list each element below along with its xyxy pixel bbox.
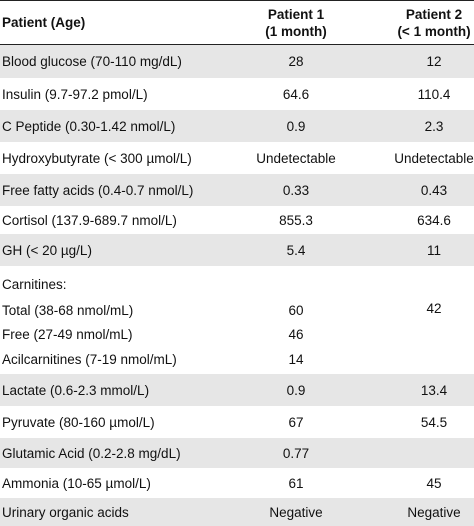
carnitines-free-label: Free (27-49 nmol/mL)	[2, 326, 133, 342]
table-row: C Peptide (0.30-1.42 nmol/L) 0.9 2.3	[0, 110, 474, 142]
table-row: Free fatty acids (0.4-0.7 nmol/L) 0.33 0…	[0, 174, 474, 206]
patient-1-value: 5.4	[286, 242, 306, 258]
header-patient-2: Patient 2 (< 1 month)	[372, 1, 474, 44]
row-label: Insulin (9.7-97.2 pmol/L)	[2, 86, 148, 102]
row-label: Urinary organic acids	[2, 504, 129, 520]
row-label: Free fatty acids (0.4-0.7 nmol/L)	[2, 182, 194, 198]
patient-1-value: 0.77	[282, 445, 310, 461]
patient-2-value: 0.43	[420, 182, 448, 198]
patient-2-value: 11	[426, 242, 441, 258]
patient-2-value: 634.6	[417, 212, 451, 228]
patient-2-value: 54.5	[420, 414, 448, 430]
row-label: Glutamic Acid (0.2-2.8 mg/dL)	[2, 445, 181, 461]
table-row: Urinary organic acids Negative Negative	[0, 498, 474, 526]
patient-1-value: 855.3	[279, 212, 313, 228]
header-patient-1-line1: Patient 1	[267, 6, 325, 22]
table-row: Lactate (0.6-2.3 mmol/L) 0.9 13.4	[0, 374, 474, 406]
table-row: Cortisol (137.9-689.7 nmol/L) 855.3 634.…	[0, 206, 474, 234]
patient-1-value: 28	[288, 54, 304, 69]
row-label: Cortisol (137.9-689.7 nmol/L)	[2, 212, 177, 228]
table-row: Hydroxybutyrate (< 300 µmol/L) Undetecta…	[0, 142, 474, 174]
carnitines-group: Carnitines: Total (38-68 nmol/mL) 60 42 …	[0, 266, 474, 374]
carnitines-free-p1: 46	[288, 326, 304, 342]
row-label: Ammonia (10-65 µmol/L)	[2, 475, 151, 491]
patient-1-value: Negative	[269, 504, 323, 520]
patient-2-value: Undetectable	[394, 150, 474, 166]
table-row: Glutamic Acid (0.2-2.8 mg/dL) 0.77	[0, 438, 474, 468]
patient-1-value: 0.9	[286, 118, 306, 134]
table-row: Insulin (9.7-97.2 pmol/L) 64.6 110.4	[0, 78, 474, 110]
patient-1-value: Undetectable	[256, 150, 336, 166]
patient-1-value: 64.6	[282, 86, 310, 102]
carnitines-total-p1: 60	[288, 302, 304, 318]
patient-2-value: 45	[426, 475, 442, 491]
patient-1-value: 0.9	[286, 382, 306, 398]
row-label: Blood glucose (70-110 mg/dL)	[2, 54, 182, 69]
table-row: Blood glucose (70-110 mg/dL) 28 12	[0, 45, 474, 78]
table-row: Ammonia (10-65 µmol/L) 61 45	[0, 468, 474, 498]
patient-2-value: 2.3	[424, 118, 444, 134]
carnitines-total-p2: 42	[426, 300, 442, 316]
header-rule	[0, 44, 474, 45]
patient-1-value: 61	[288, 475, 304, 491]
header-patient-age: Patient (Age)	[2, 15, 86, 30]
row-label: Lactate (0.6-2.3 mmol/L)	[2, 382, 150, 398]
patient-2-value: 110.4	[417, 86, 451, 102]
top-rule	[0, 0, 474, 1]
header-patient-2-line2: (< 1 month)	[397, 23, 471, 39]
table-row: Pyruvate (80-160 µmol/L) 67 54.5	[0, 406, 474, 438]
acilcarnitines-label: Acilcarnitines (7-19 nmol/mL)	[2, 351, 177, 367]
header-patient-2-line1: Patient 2	[405, 6, 463, 22]
carnitines-total-label: Total (38-68 nmol/mL)	[2, 302, 134, 318]
row-label: Hydroxybutyrate (< 300 µmol/L)	[2, 150, 192, 166]
patient-2-value	[372, 438, 474, 468]
patient-1-value: 67	[288, 414, 304, 430]
row-label: C Peptide (0.30-1.42 nmol/L)	[2, 118, 176, 134]
patient-2-value: 13.4	[420, 382, 448, 398]
table-row: GH (< 20 µg/L) 5.4 11	[0, 234, 474, 266]
patient-2-value: 12	[426, 54, 442, 69]
header-patient-1: Patient 1 (1 month)	[230, 1, 362, 44]
patient-1-value: 0.33	[282, 182, 310, 198]
patient-2-value: Negative	[407, 504, 461, 520]
carnitines-heading: Carnitines:	[2, 276, 67, 292]
acilcarnitines-p1: 14	[288, 351, 304, 367]
header-row: Patient (Age) Patient 1 (1 month) Patien…	[0, 1, 474, 44]
row-label: GH (< 20 µg/L)	[2, 242, 92, 258]
header-patient-1-line2: (1 month)	[265, 23, 327, 39]
row-label: Pyruvate (80-160 µmol/L)	[2, 414, 155, 430]
